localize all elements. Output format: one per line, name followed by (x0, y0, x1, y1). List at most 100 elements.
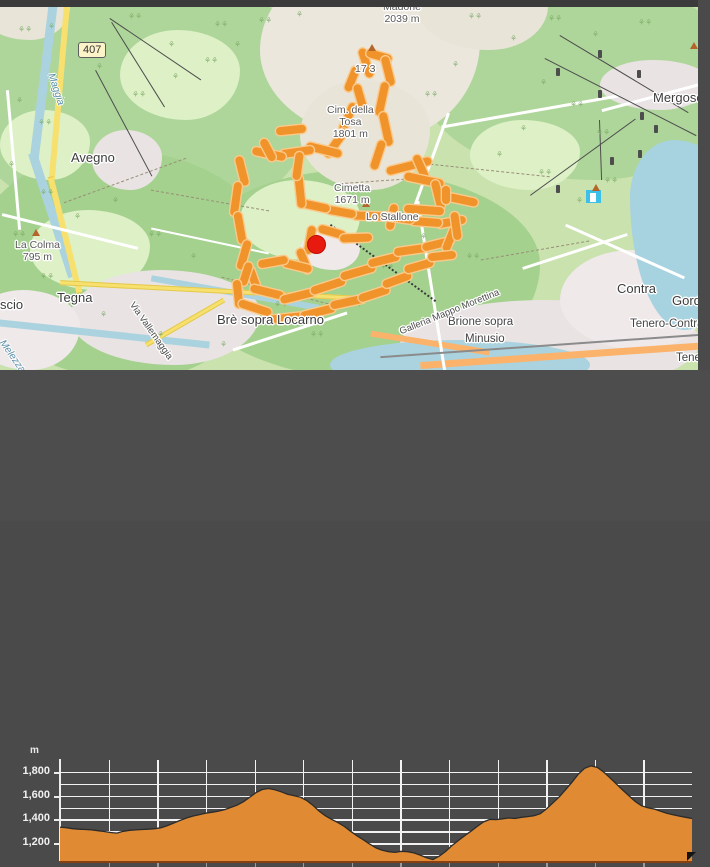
route-segment (374, 81, 390, 117)
tree-symbol: ⚘ (96, 62, 104, 71)
route-segment (381, 271, 413, 289)
label-brione-sopra: Brione sopra (448, 316, 514, 328)
chart-y-tick-label: 1,800 (22, 764, 50, 777)
tree-symbol: ⚘⚘ (424, 90, 439, 99)
tree-symbol: ⚘⚘ (204, 56, 219, 65)
gps-route-layer (0, 0, 698, 370)
cableway-pylon (654, 125, 658, 133)
cableway-pylon (556, 68, 560, 76)
map-canvas[interactable]: ⚘⚘ ⚘ ⚘⚘ ⚘ ⚘⚘ ⚘ ⚘⚘ ⚘ ⚘⚘ ⚘ ⚘⚘ ⚘ ⚘⚘ ⚘ ⚘⚘ ⚘ … (0, 0, 698, 370)
elevation-profile-panel[interactable]: m 1,200 1,400 1,600 1,800 (0, 370, 710, 867)
route-segment (275, 124, 307, 136)
tree-symbol: ⚘⚘ (40, 188, 55, 197)
tree-symbol: ⚘⚘ (274, 300, 289, 309)
route-segment (369, 139, 387, 171)
cableway-pylon (637, 70, 641, 78)
elevation-area-series (60, 765, 692, 861)
chart-end-marker (687, 852, 696, 861)
label-peak-cima-tosa: Cim. della Tosa 1801 m (327, 104, 374, 140)
label-contra: Contra (617, 281, 657, 296)
chart-plot-area[interactable] (60, 760, 692, 861)
tree-symbol: ⚘ (172, 72, 180, 81)
chart-x-tick (254, 863, 256, 867)
tree-symbol: ⚘ (100, 310, 108, 319)
chart-x-tick (497, 863, 499, 867)
tree-symbol: ⚘ (576, 196, 584, 205)
tree-symbol: ⚘⚘ (570, 100, 585, 109)
chart-y-tick-label: 1,600 (22, 788, 50, 801)
label-peak-cimetta: Cimetta 1671 m (334, 182, 371, 206)
label-peak-la-colma: La Colma 795 m (15, 239, 60, 263)
tree-symbol: ⚘⚘ (150, 330, 165, 339)
chart-x-tick (546, 863, 548, 867)
label-ascio: scio (0, 297, 24, 312)
cableway-pylon (598, 90, 602, 98)
terrain-meadow (470, 120, 580, 190)
map-panel[interactable]: ⚘⚘ ⚘ ⚘⚘ ⚘ ⚘⚘ ⚘ ⚘⚘ ⚘ ⚘⚘ ⚘ ⚘⚘ ⚘ ⚘⚘ ⚘ ⚘⚘ ⚘ … (0, 0, 710, 370)
marker-current-position[interactable] (307, 235, 326, 254)
tree-symbol: ⚘⚘ (380, 262, 395, 271)
tree-symbol: ⚘⚘ (310, 330, 325, 339)
chart-x-tick (157, 863, 159, 867)
cableway-pylon (598, 50, 602, 58)
label-avegno: Avegno (71, 150, 115, 165)
label-mergoscia: Mergoscia (653, 90, 698, 105)
peak-marker-madone (368, 44, 376, 51)
tree-symbol: ⚘ (190, 252, 198, 261)
tree-symbol: ⚘ (234, 40, 242, 49)
tree-symbol: ⚘ (520, 124, 528, 133)
tree-symbol: ⚘⚘ (548, 14, 563, 23)
tree-symbol: ⚘ (452, 60, 460, 69)
tree-symbol: ⚘ (220, 340, 228, 349)
tree-symbol: ⚘⚘ (538, 168, 553, 177)
map-top-edge-bar (0, 0, 710, 7)
label-tenero: Tene (676, 352, 698, 364)
tree-symbol: ⚘ (496, 150, 504, 159)
label-spot-height: 17 3 (355, 63, 376, 75)
tree-symbol: ⚘⚘ (596, 128, 611, 137)
label-gordemo: Gorde (672, 293, 698, 308)
tree-symbol: ⚘⚘ (38, 118, 53, 127)
route-segment (339, 233, 373, 243)
chart-x-tick (594, 863, 597, 867)
label-lo-stallone: Lo Stallone (366, 211, 419, 223)
chart-x-tick (643, 863, 645, 867)
label-minusio: Minusio (465, 333, 505, 345)
route-segment (447, 192, 479, 208)
tree-symbol: ⚘ (540, 78, 548, 87)
tree-symbol: ⚘ (74, 212, 82, 221)
map-right-edge-bar[interactable] (698, 0, 710, 370)
terrain-meadow (120, 30, 240, 120)
chart-y-tick (54, 819, 59, 822)
terrain-rock (300, 80, 430, 190)
chart-x-tick (303, 863, 305, 867)
route-segment (229, 181, 243, 217)
tree-symbol: ⚘ (510, 34, 518, 43)
peak-marker-right (690, 42, 698, 49)
tree-symbol: ⚘ (592, 30, 600, 39)
tree-symbol: ⚘ (420, 232, 428, 241)
chart-y-axis-unit-label: m (30, 745, 39, 756)
tree-symbol: ⚘⚘ (638, 18, 653, 27)
tree-symbol: ⚘ (16, 96, 24, 105)
tree-symbol: ⚘⚘ (18, 25, 33, 34)
terrain-urban (92, 130, 162, 190)
tree-symbol: ⚘ (112, 196, 120, 205)
mountain-hut-icon (586, 190, 601, 203)
peak-marker-hut (592, 184, 600, 191)
tree-symbol: ⚘⚘ (468, 12, 483, 21)
chart-x-tick (351, 863, 354, 867)
chart-x-axis (59, 861, 692, 863)
tree-symbol: ⚘ (48, 22, 56, 31)
label-bre-sopra-locarno: Brè sopra Locarno (217, 312, 324, 327)
tree-symbol: ⚘ (356, 300, 364, 309)
route-segment (442, 186, 450, 204)
chart-x-tick (448, 863, 451, 867)
label-tegna: Tegna (57, 290, 93, 305)
tree-symbol: ⚘⚘ (132, 90, 147, 99)
chart-y-tick (54, 795, 59, 798)
peak-marker-cimetta (362, 200, 370, 207)
cableway-pylon (638, 150, 642, 158)
cableway-pylon (640, 112, 644, 120)
cableway-pylon (556, 185, 560, 193)
